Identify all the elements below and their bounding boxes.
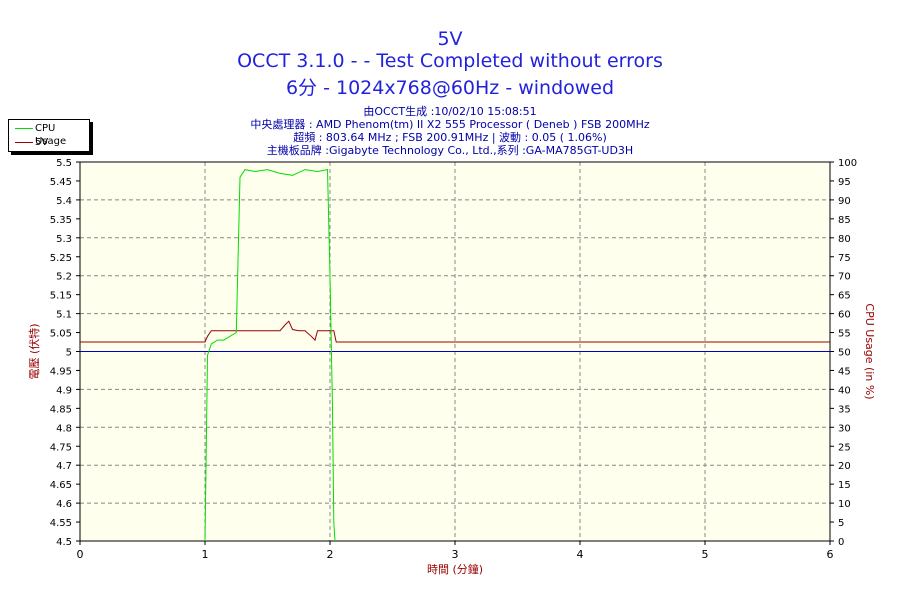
- y-right-tick-label: 15: [838, 480, 851, 491]
- y-right-tick-label: 40: [838, 385, 851, 396]
- chart-legend: CPU Usage 5V: [8, 119, 90, 152]
- y-left-tick-label: 4.9: [56, 385, 72, 396]
- x-tick-label: 4: [577, 548, 584, 561]
- y-left-tick-label: 4.75: [50, 442, 72, 453]
- x-tick-label: 5: [702, 548, 709, 561]
- info-cpu: 中央處理器 : AMD Phenom(tm) II X2 555 Process…: [250, 118, 650, 131]
- legend-label-cpu-usage: CPU Usage: [35, 123, 67, 147]
- y-right-tick-label: 50: [838, 348, 851, 359]
- y-right-tick-label: 20: [838, 461, 851, 472]
- y-left-tick-label: 5.3: [56, 234, 72, 245]
- legend-label-5v: 5V: [35, 137, 49, 148]
- x-tick-label: 2: [327, 548, 334, 561]
- y-right-tick-label: 45: [838, 366, 851, 377]
- legend-item-5v: 5V: [9, 136, 89, 149]
- y-right-tick-label: 85: [838, 215, 851, 226]
- y-right-tick-label: 55: [838, 329, 851, 340]
- y-right-tick-label: 5: [838, 518, 844, 529]
- y-left-tick-label: 5.05: [50, 329, 72, 340]
- chart-subtitle-test: OCCT 3.1.0 - - Test Completed without er…: [237, 50, 663, 72]
- y-right-tick-label: 70: [838, 272, 851, 283]
- y-left-axis-label: 電壓 (伏特): [27, 323, 41, 379]
- y-left-tick-label: 4.6: [56, 499, 72, 510]
- y-right-tick-label: 95: [838, 177, 851, 188]
- y-left-tick-label: 5: [66, 348, 72, 359]
- y-left-tick-label: 4.95: [50, 366, 72, 377]
- x-tick-label: 3: [452, 548, 459, 561]
- chart-subtitle-mode: 6分 - 1024x768@60Hz - windowed: [285, 77, 615, 99]
- y-left-tick-label: 5.25: [50, 253, 72, 264]
- y-left-tick-label: 4.7: [56, 461, 72, 472]
- y-right-tick-label: 100: [838, 158, 857, 169]
- chart-title: 5V: [437, 28, 463, 50]
- y-left-tick-label: 5.15: [50, 291, 72, 302]
- y-right-axis-label: CPU Usage (in %): [863, 303, 876, 399]
- y-right-tick-label: 35: [838, 404, 851, 415]
- y-right-tick-label: 60: [838, 310, 851, 321]
- x-tick-label: 0: [77, 548, 84, 561]
- x-tick-label: 6: [827, 548, 834, 561]
- y-right-tick-label: 25: [838, 442, 851, 453]
- info-motherboard: 主機板品牌 :Gigabyte Technology Co., Ltd.,系列 …: [266, 144, 634, 157]
- x-axis-label: 時間 (分鐘): [427, 562, 483, 576]
- info-generated: 由OCCT生成 :10/02/10 15:08:51: [363, 105, 537, 118]
- legend-item-cpu-usage: CPU Usage: [9, 122, 89, 147]
- legend-swatch-cpu-usage: [15, 128, 33, 129]
- y-left-tick-label: 4.65: [50, 480, 72, 491]
- y-left-tick-label: 4.5: [56, 537, 72, 548]
- y-right-tick-label: 90: [838, 196, 851, 207]
- y-right-tick-label: 10: [838, 499, 851, 510]
- y-right-tick-label: 75: [838, 253, 851, 264]
- y-left-tick-label: 5.35: [50, 215, 72, 226]
- x-tick-label: 1: [202, 548, 209, 561]
- info-clock: 超頻 : 803.64 MHz ; FSB 200.91MHz | 波動 : 0…: [293, 131, 607, 144]
- y-left-tick-label: 4.55: [50, 518, 72, 529]
- y-right-tick-label: 30: [838, 423, 851, 434]
- legend-swatch-5v: [15, 142, 33, 143]
- y-left-tick-label: 5.2: [56, 272, 72, 283]
- y-left-tick-label: 4.8: [56, 423, 72, 434]
- y-right-tick-label: 0: [838, 537, 844, 548]
- y-left-tick-label: 5.1: [56, 310, 72, 321]
- y-right-tick-label: 80: [838, 234, 851, 245]
- y-right-tick-label: 65: [838, 291, 851, 302]
- series-line-5v: [80, 320, 830, 343]
- series-line-cpu-usage: [204, 168, 336, 542]
- y-left-tick-label: 4.85: [50, 404, 72, 415]
- y-left-tick-label: 5.45: [50, 177, 72, 188]
- y-left-tick-label: 5.4: [56, 196, 72, 207]
- y-left-tick-label: 5.5: [56, 158, 72, 169]
